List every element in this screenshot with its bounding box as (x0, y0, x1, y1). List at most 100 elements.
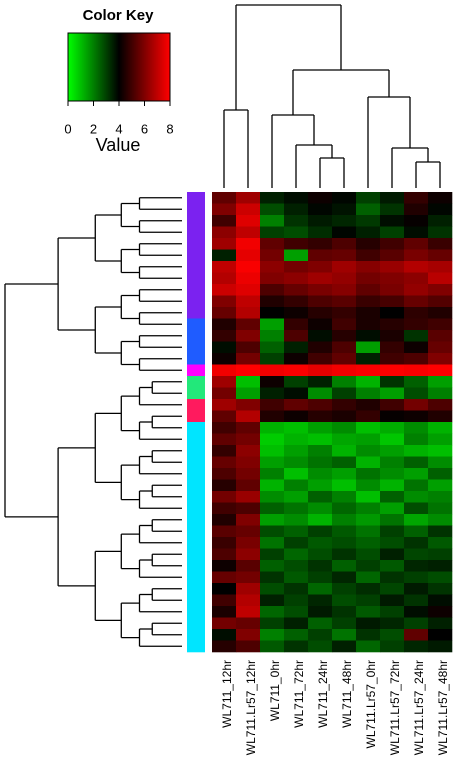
heatmap-cell (380, 330, 405, 342)
heatmap-cell (236, 560, 261, 572)
heatmap-cell (308, 479, 333, 492)
heatmap-cell (308, 468, 333, 480)
heatmap-cell (332, 606, 357, 618)
heatmap-cell (356, 571, 381, 584)
heatmap-cell (308, 422, 333, 434)
heatmap-cell (380, 387, 405, 400)
heatmap-cell (380, 295, 405, 308)
heatmap-cell (356, 295, 381, 308)
heatmap-cell (356, 456, 381, 469)
heatmap-cell (332, 640, 357, 653)
heatmap-cell (284, 548, 309, 561)
heatmap-cell (284, 514, 309, 526)
heatmap-cell (380, 203, 405, 216)
heatmap-cell (428, 376, 453, 388)
heatmap-cell (212, 491, 237, 503)
heatmap-cell (332, 445, 357, 457)
heatmap-cell (236, 353, 261, 365)
heatmap-cell (236, 479, 261, 492)
heatmap-cell (236, 399, 261, 411)
heatmap-cell (428, 606, 453, 618)
row-side-color (187, 525, 205, 538)
colorkey-tick-label: 8 (166, 121, 173, 136)
row-side-color (187, 295, 205, 308)
heatmap-cell (380, 617, 405, 630)
heatmap-cell (236, 491, 261, 503)
heatmap-cell (332, 422, 357, 434)
heatmap-cell (260, 330, 285, 342)
heatmap-cell (212, 479, 237, 492)
heatmap-cell (308, 629, 333, 641)
heatmap-cell (356, 387, 381, 400)
heatmap-cell (236, 537, 261, 549)
heatmap-cell (428, 640, 453, 653)
heatmap-cell (284, 456, 309, 469)
heatmap-cell (428, 491, 453, 503)
heatmap-cell (332, 583, 357, 595)
heatmap-cell (332, 226, 357, 239)
heatmap-cell (284, 422, 309, 434)
heatmap-cell (284, 238, 309, 250)
heatmap-cell (308, 318, 333, 331)
heatmap-cell (428, 537, 453, 549)
colorkey-tick-label: 6 (141, 121, 148, 136)
heatmap-cell (356, 399, 381, 411)
heatmap-cell (236, 445, 261, 457)
heatmap-cell (356, 192, 381, 204)
row-side-color (187, 238, 205, 250)
heatmap-cell (212, 203, 237, 216)
heatmap-cell (212, 640, 237, 653)
heatmap-cell (260, 456, 285, 469)
heatmap-cell (356, 594, 381, 607)
heatmap-cell (356, 364, 381, 377)
heatmap-cell (356, 318, 381, 331)
heatmap-cell (380, 422, 405, 434)
heatmap-cell (428, 307, 453, 319)
row-side-color (187, 560, 205, 572)
row-side-color (187, 318, 205, 331)
heatmap-cell (332, 192, 357, 204)
colorkey-bar (67, 32, 171, 102)
heatmap-cell (260, 295, 285, 308)
heatmap-cell (212, 261, 237, 273)
row-side-color (187, 364, 205, 377)
heatmap-cell (356, 617, 381, 630)
heatmap-cell (308, 525, 333, 538)
heatmap-cell (260, 583, 285, 595)
heatmap-cell (404, 249, 429, 262)
heatmap-cell (356, 376, 381, 388)
heatmap-cell (332, 594, 357, 607)
heatmap-cell (428, 341, 453, 354)
heatmap-cell (404, 272, 429, 285)
heatmap-cell (356, 422, 381, 434)
column-label: WL711_72hr (292, 660, 306, 728)
heatmap-cell (260, 594, 285, 607)
heatmap-cell (380, 238, 405, 250)
heatmap-cell (404, 583, 429, 595)
heatmap-cell (380, 445, 405, 457)
heatmap-cell (236, 307, 261, 319)
heatmap-cell (308, 364, 333, 377)
heatmap-cell (260, 341, 285, 354)
heatmap-cell (428, 353, 453, 365)
heatmap-cell (356, 203, 381, 216)
heatmap-cell (212, 583, 237, 595)
heatmap-cell (404, 433, 429, 446)
heatmap-cell (404, 215, 429, 227)
heatmap-cell (332, 548, 357, 561)
heatmap-cell (212, 537, 237, 549)
row-side-color (187, 606, 205, 618)
heatmap-cell (260, 387, 285, 400)
heatmap-cell (404, 640, 429, 653)
heatmap-cell (380, 226, 405, 239)
heatmap-cell (308, 353, 333, 365)
heatmap-cell (260, 249, 285, 262)
heatmap-cell (284, 594, 309, 607)
heatmap-cell (236, 387, 261, 400)
heatmap-cell (212, 192, 237, 204)
heatmap-cell (236, 606, 261, 618)
heatmap-cell (356, 525, 381, 538)
heatmap-cell (332, 307, 357, 319)
heatmap-cell (404, 525, 429, 538)
heatmap-cell (380, 261, 405, 273)
